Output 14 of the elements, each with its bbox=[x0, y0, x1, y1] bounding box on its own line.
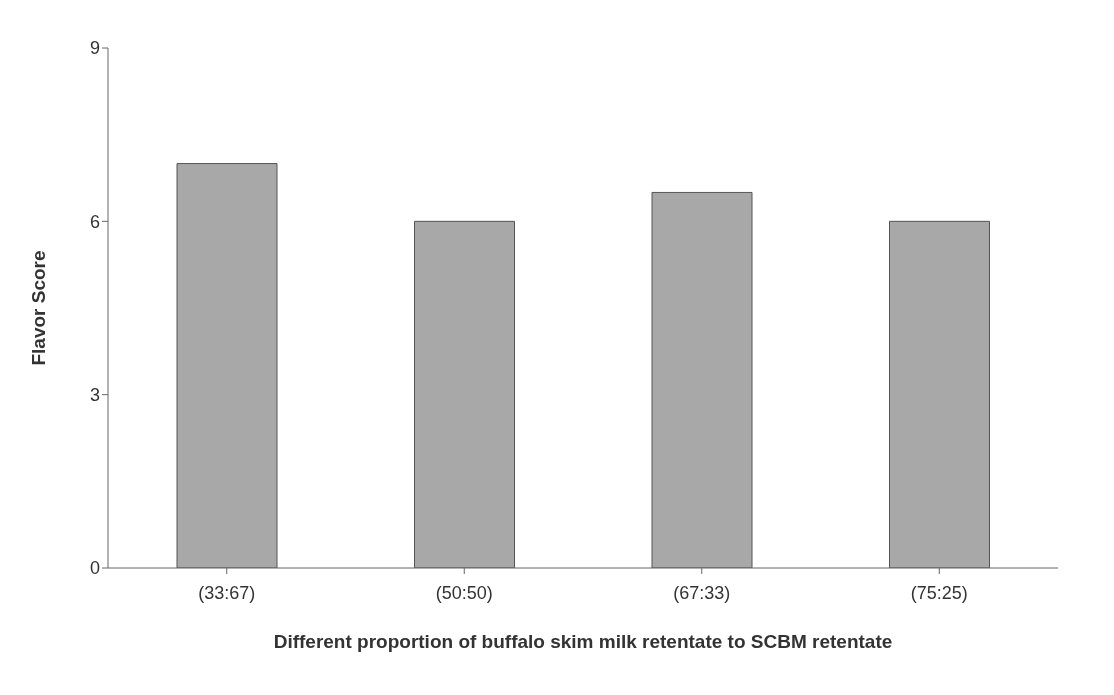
y-tick-label: 0 bbox=[89, 558, 100, 579]
y-tick-label: 9 bbox=[89, 38, 100, 59]
x-tick-label: (33:67) bbox=[198, 582, 256, 603]
bar bbox=[651, 191, 753, 568]
bar bbox=[414, 220, 515, 568]
y-axis-title: Flavor Score bbox=[27, 250, 49, 366]
y-tick-label: 3 bbox=[89, 385, 100, 406]
bar bbox=[176, 163, 278, 568]
y-tick-label: 6 bbox=[89, 211, 100, 232]
x-tick-label: (67:33) bbox=[673, 582, 731, 603]
x-tick-label: (50:50) bbox=[435, 582, 493, 603]
bar bbox=[889, 220, 990, 568]
x-axis-title: Different proportion of buffalo skim milk retentate to SCBM retentate bbox=[273, 631, 893, 652]
x-tick-label: (75:25) bbox=[910, 582, 968, 603]
